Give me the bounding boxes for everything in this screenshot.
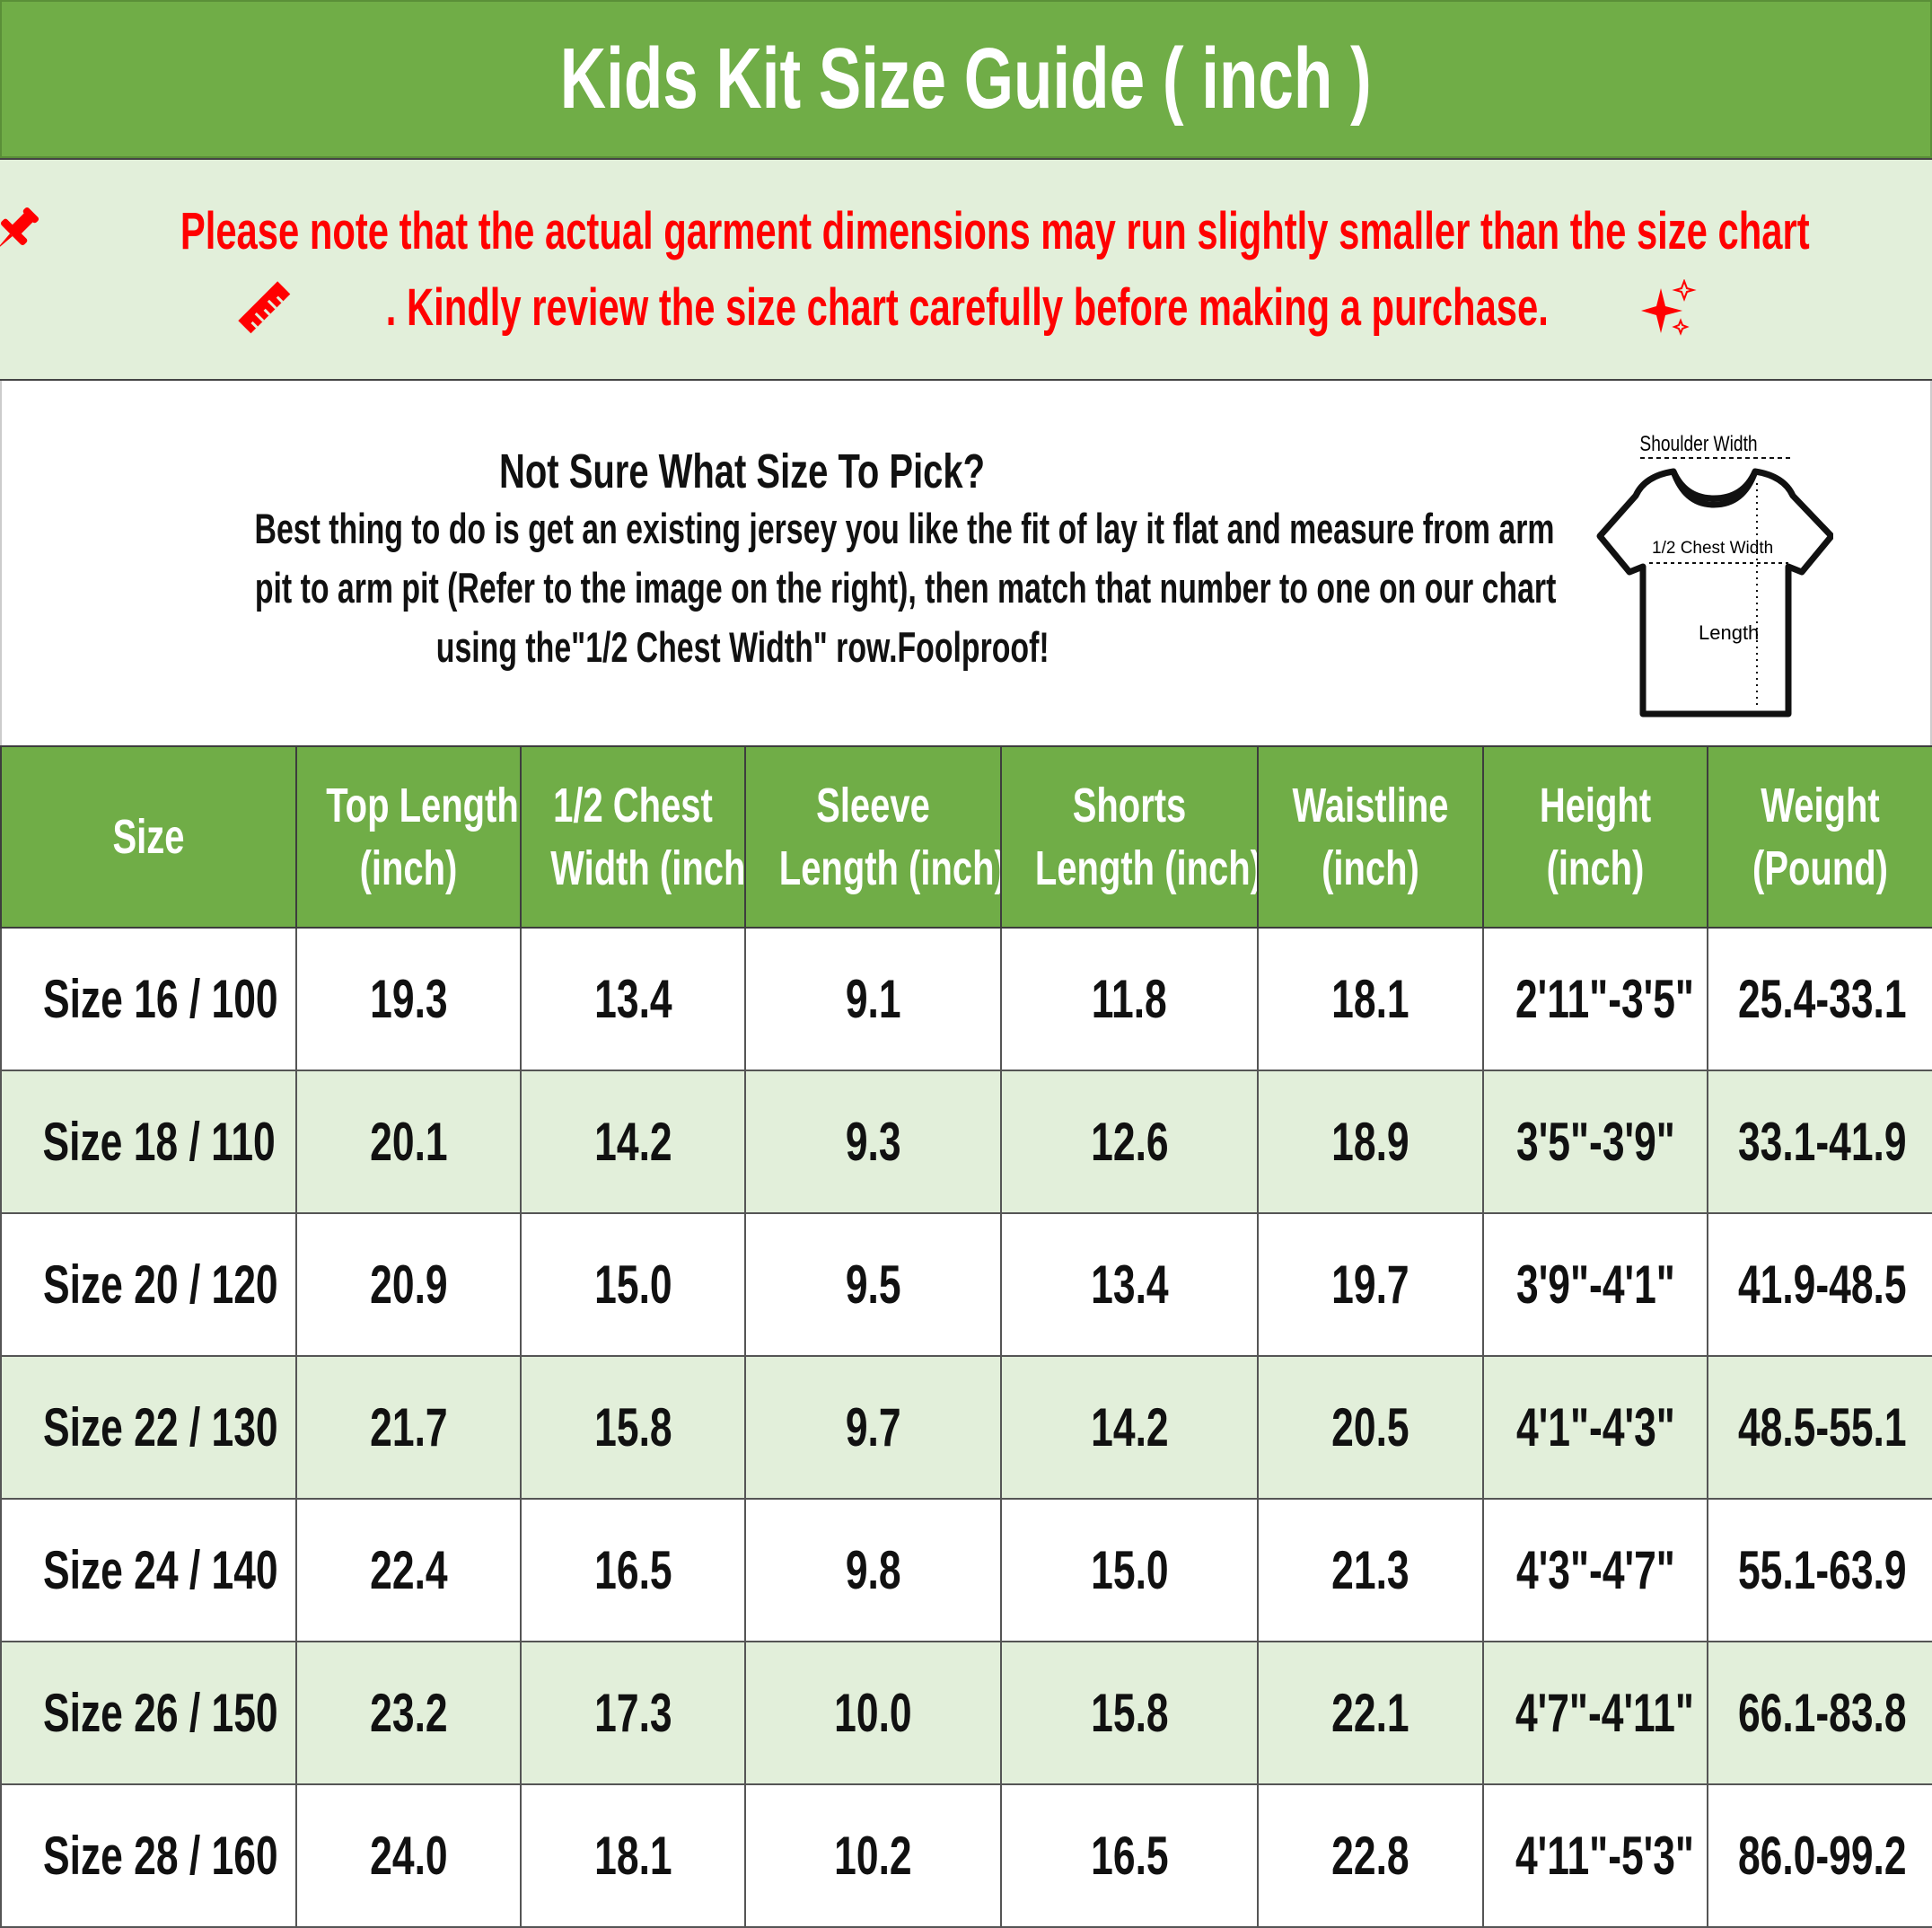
table-cell: 9.3 (744, 1070, 1002, 1214)
table-cell: 4'11"-5'3" (1482, 1783, 1708, 1928)
column-header: Size (0, 745, 297, 929)
column-header: Weight (Pound) (1707, 745, 1932, 929)
table-cell: 22.4 (295, 1498, 522, 1642)
size-cell: Size 28 / 160 (0, 1783, 297, 1928)
table-cell: 18.1 (520, 1783, 746, 1928)
table-cell: 3'9"-4'1" (1482, 1212, 1708, 1357)
table-cell: 13.4 (520, 927, 746, 1071)
table-cell: 4'3"-4'7" (1482, 1498, 1708, 1642)
size-cell: Size 18 / 110 (0, 1070, 297, 1214)
table-cell: 19.3 (295, 927, 522, 1071)
length-label: Length (1699, 621, 1759, 644)
table-header-row: Size Top Length (inch) 1/2 Chest Width (inch… (0, 745, 1932, 929)
table-cell: 15.8 (1000, 1641, 1259, 1785)
table-cell: 48.5-55.1 (1707, 1355, 1932, 1500)
size-table: Size Top Length (inch) 1/2 Chest Width (inch… (0, 745, 1932, 1928)
table-cell: 16.5 (1000, 1783, 1259, 1928)
table-cell: 55.1-63.9 (1707, 1498, 1932, 1642)
table-cell: 23.2 (295, 1641, 522, 1785)
pushpin-icon (0, 207, 39, 251)
page-title: Kids Kit Size Guide ( inch ) (0, 0, 1932, 158)
table-cell: 21.7 (295, 1355, 522, 1500)
size-cell: Size 24 / 140 (0, 1498, 297, 1642)
table-cell: 86.0-99.2 (1707, 1783, 1932, 1928)
table-cell: 4'1"-4'3" (1482, 1355, 1708, 1500)
notice-line-1: Please note that the actual garment dime… (180, 202, 1810, 260)
table-cell: 13.4 (1000, 1212, 1259, 1357)
sparkles-icon (1641, 278, 1697, 336)
notice-banner: Please note that the actual garment dime… (0, 158, 1932, 381)
info-body-line: pit to arm pit (Refer to the image on th… (254, 564, 1557, 612)
table-cell: 9.8 (744, 1498, 1002, 1642)
table-cell: 11.8 (1000, 927, 1259, 1071)
size-cell: Size 22 / 130 (0, 1355, 297, 1500)
table-row: Size 28 / 160 24.0 18.1 10.2 16.5 22.8 4'11"-5… (0, 1783, 1932, 1928)
table-cell: 9.1 (744, 927, 1002, 1071)
table-row: Size 24 / 140 22.4 16.5 9.8 15.0 21.3 4'3"-4'7… (0, 1498, 1932, 1642)
table-row: Size 22 / 130 21.7 15.8 9.7 14.2 20.5 4'1"-4'3… (0, 1355, 1932, 1500)
table-cell: 24.0 (295, 1783, 522, 1928)
table-cell: 18.9 (1257, 1070, 1484, 1214)
table-cell: 19.7 (1257, 1212, 1484, 1357)
table-cell: 17.3 (520, 1641, 746, 1785)
table-row: Size 26 / 150 23.2 17.3 10.0 15.8 22.1 4'7"-4'… (0, 1641, 1932, 1785)
table-cell: 18.1 (1257, 927, 1484, 1071)
table-cell: 2'11"-3'5" (1482, 927, 1708, 1071)
table-cell: 9.7 (744, 1355, 1002, 1500)
table-cell: 41.9-48.5 (1707, 1212, 1932, 1357)
table-cell: 20.9 (295, 1212, 522, 1357)
table-row: Size 18 / 110 20.1 14.2 9.3 12.6 18.9 3'5"-3'9… (0, 1070, 1932, 1214)
table-cell: 3'5"-3'9" (1482, 1070, 1708, 1214)
notice-line-2: . Kindly review the size chart carefully… (385, 278, 1549, 337)
table-cell: 21.3 (1257, 1498, 1484, 1642)
info-body-line: using the"1/2 Chest Width" row.Foolproof… (435, 623, 1049, 671)
column-header: Sleeve Length (inch) (744, 745, 1002, 929)
table-cell: 12.6 (1000, 1070, 1259, 1214)
table-cell: 16.5 (520, 1498, 746, 1642)
column-header: Top Length (inch) (295, 745, 522, 929)
tshirt-diagram: Shoulder Width 1/2 Chest Width Length (1596, 431, 1833, 717)
table-cell: 25.4-33.1 (1707, 927, 1932, 1071)
fit-info-section: Not Sure What Size To Pick? Best thing t… (0, 381, 1932, 745)
table-cell: 15.0 (520, 1212, 746, 1357)
column-header: 1/2 Chest Width (inch) (520, 745, 746, 929)
table-row: Size 20 / 120 20.9 15.0 9.5 13.4 19.7 3'9"-4'1… (0, 1212, 1932, 1357)
info-body-line: Best thing to do is get an existing jers… (254, 505, 1555, 552)
column-header: Shorts Length (inch) (1000, 745, 1259, 929)
table-cell: 10.0 (744, 1641, 1002, 1785)
size-cell: Size 16 / 100 (0, 927, 297, 1071)
table-cell: 10.2 (744, 1783, 1002, 1928)
table-cell: 20.5 (1257, 1355, 1484, 1500)
table-cell: 20.1 (295, 1070, 522, 1214)
shoulder-width-label: Shoulder Width (1639, 431, 1757, 456)
table-cell: 14.2 (520, 1070, 746, 1214)
table-cell: 15.8 (520, 1355, 746, 1500)
table-cell: 33.1-41.9 (1707, 1070, 1932, 1214)
table-cell: 22.8 (1257, 1783, 1484, 1928)
size-cell: Size 20 / 120 (0, 1212, 297, 1357)
table-cell: 66.1-83.8 (1707, 1641, 1932, 1785)
table-cell: 15.0 (1000, 1498, 1259, 1642)
info-heading: Not Sure What Size To Pick? (499, 445, 986, 498)
table-cell: 14.2 (1000, 1355, 1259, 1500)
column-header: Height (inch) (1482, 745, 1708, 929)
table-cell: 4'7"-4'11" (1482, 1641, 1708, 1785)
table-row: Size 16 / 100 19.3 13.4 9.1 11.8 18.1 2'11"-3'… (0, 927, 1932, 1071)
ruler-icon (237, 280, 290, 333)
table-cell: 9.5 (744, 1212, 1002, 1357)
column-header: Waistline (inch) (1257, 745, 1484, 929)
size-cell: Size 26 / 150 (0, 1641, 297, 1785)
table-cell: 22.1 (1257, 1641, 1484, 1785)
chest-width-label: 1/2 Chest Width (1652, 539, 1773, 558)
